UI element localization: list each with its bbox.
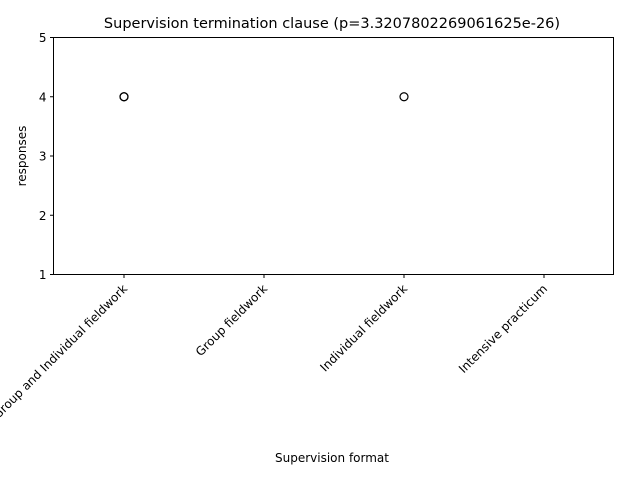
y-tick-label-1: 2	[39, 209, 47, 223]
x-tick-label-3: Intensive practicum	[456, 282, 550, 376]
boxes-layer	[93, 37, 575, 276]
y-tick-label-0: 1	[39, 268, 47, 282]
flier-0-1	[119, 92, 129, 102]
ticks-layer: 1 2 3 4 5 Group and Individual fieldwork Group…	[0, 31, 550, 422]
y-axis-label: responses	[15, 126, 29, 187]
chart-title: Supervision termination clause (p=3.3207…	[104, 16, 560, 32]
x-tick-label-0: Group and Individual fieldwork	[0, 282, 130, 422]
flier-2-0	[399, 92, 409, 102]
y-tick-label-4: 5	[39, 31, 47, 45]
plot-frame	[53, 37, 614, 275]
y-tick-label-3: 4	[39, 90, 47, 104]
x-tick-label-1: Group fieldwork	[193, 282, 270, 359]
y-tick-label-2: 3	[39, 150, 47, 164]
x-axis-label: Supervision format	[275, 451, 389, 465]
x-tick-label-2: Individual fieldwork	[317, 282, 410, 375]
